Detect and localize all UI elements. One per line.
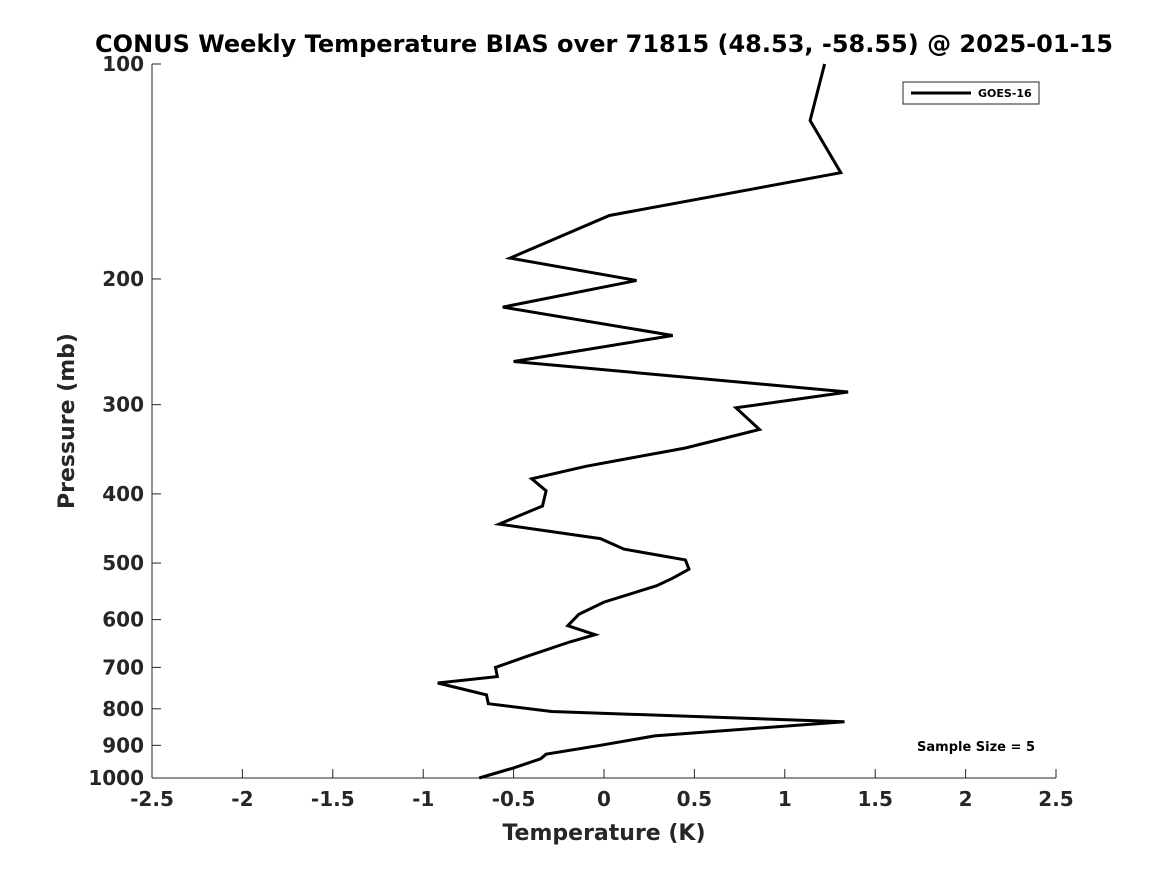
y-tick-label: 200	[102, 267, 144, 291]
x-tick-label: -2	[231, 787, 253, 811]
chart-title: CONUS Weekly Temperature BIAS over 71815…	[95, 30, 1113, 58]
y-tick-label: 600	[102, 608, 144, 632]
y-tick-label: 900	[102, 733, 144, 757]
y-axis-label: Pressure (mb)	[55, 333, 80, 509]
x-tick-label: 2.5	[1038, 787, 1073, 811]
x-tick-label: 1	[778, 787, 792, 811]
x-tick-label: -0.5	[492, 787, 536, 811]
y-tick-label: 100	[102, 52, 144, 76]
x-tick-label: -1.5	[311, 787, 355, 811]
legend-label-goes-16: GOES-16	[978, 87, 1032, 100]
y-tick-label: 700	[102, 655, 144, 679]
x-tick-label: -1	[412, 787, 434, 811]
x-tick-label: 1.5	[857, 787, 892, 811]
x-tick-label: 0	[597, 787, 611, 811]
x-axis-label: Temperature (K)	[502, 821, 705, 846]
x-tick-label: 2	[959, 787, 973, 811]
y-tick-label: 400	[102, 482, 144, 506]
y-tick-label: 500	[102, 551, 144, 575]
series-layer	[437, 63, 849, 780]
y-tick-label: 1000	[88, 766, 144, 790]
y-tick-label: 800	[102, 697, 144, 721]
y-tick-label: 300	[102, 393, 144, 417]
x-tick-label: 0.5	[677, 787, 712, 811]
series-line-goes-16	[437, 63, 849, 780]
x-tick-label: -2.5	[130, 787, 174, 811]
plot-frame	[152, 64, 1056, 778]
y-axis-ticks: 100 200 300 400 500 600 700 800 900 1000	[88, 52, 161, 790]
legend: GOES-16	[902, 81, 1040, 105]
x-axis-ticks: -2.5 -2 -1.5 -1 -0.5 0 0.5 1 1.5 2 2.5	[130, 769, 1074, 811]
sample-size-annotation: Sample Size = 5	[917, 740, 1035, 755]
